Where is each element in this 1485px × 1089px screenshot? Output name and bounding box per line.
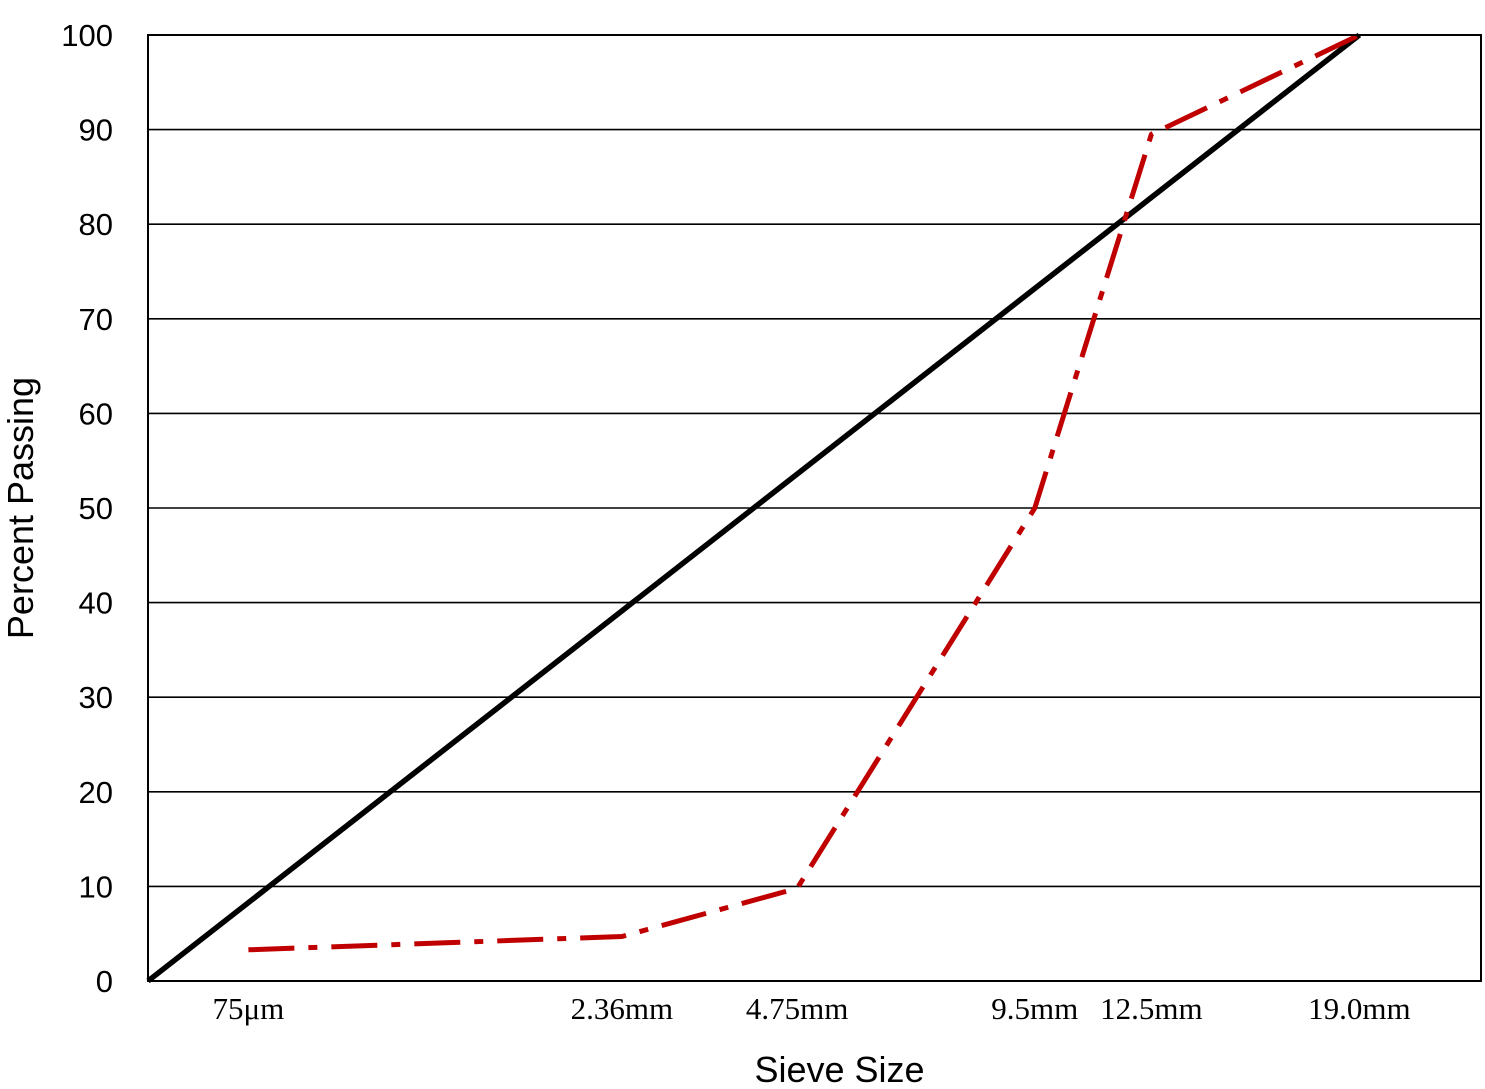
x-tick-label-1: 2.36mm (571, 991, 673, 1026)
y-tick-labels: 0 10 20 30 40 50 60 70 80 90 100 (61, 18, 113, 999)
plot-area-frame (147, 34, 1482, 982)
x-tick-label-3: 9.5mm (991, 991, 1078, 1026)
y-tick-label-30: 30 (79, 680, 113, 715)
series-0-line (146, 32, 1362, 984)
x-tick-label-0: 75μm (213, 991, 285, 1026)
y-tick-label-0: 0 (96, 964, 113, 999)
y-tick-label-70: 70 (79, 302, 113, 337)
y-tick-label-40: 40 (79, 586, 113, 621)
x-tick-label-2: 4.75mm (746, 991, 848, 1026)
x-axis-title: Sieve Size (754, 1049, 924, 1089)
x-tick-label-5: 19.0mm (1308, 991, 1410, 1026)
y-tick-label-100: 100 (61, 18, 113, 53)
x-tick-labels: 75μm 2.36mm 4.75mm 9.5mm 12.5mm 19.0mm (213, 991, 1411, 1026)
y-tick-label-20: 20 (79, 775, 113, 810)
y-tick-label-80: 80 (79, 207, 113, 242)
series-layer (146, 32, 1362, 984)
y-axis-title: Percent Passing (0, 377, 41, 639)
series-1-line (248, 32, 1361, 953)
y-tick-label-90: 90 (79, 113, 113, 148)
y-tick-label-60: 60 (79, 396, 113, 431)
grid-lines (148, 128, 1481, 888)
y-tick-label-10: 10 (79, 869, 113, 904)
x-tick-label-4: 12.5mm (1100, 991, 1202, 1026)
y-tick-label-50: 50 (79, 491, 113, 526)
